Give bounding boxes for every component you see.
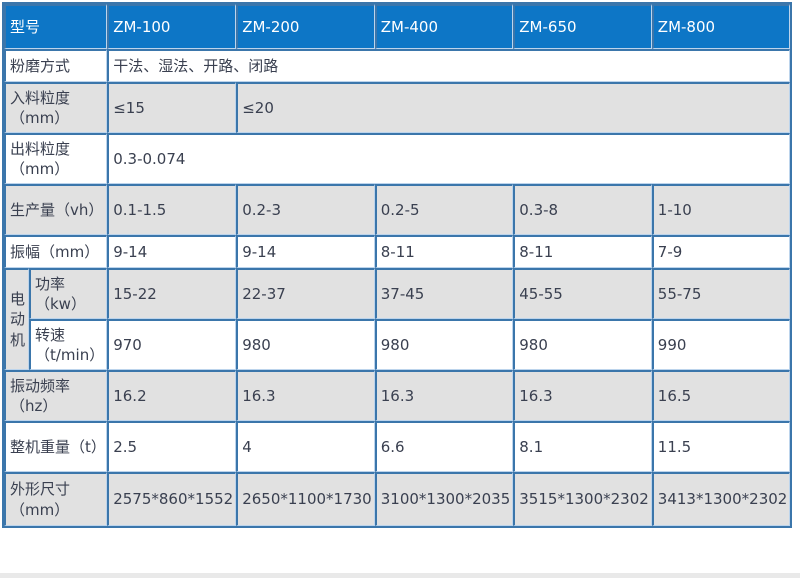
row-label: 振幅（mm） — [4, 235, 108, 268]
value-cell: 0.2-3 — [236, 184, 375, 235]
value-cell: 3413*1300*2302 — [651, 472, 791, 526]
value-cell: 970 — [107, 319, 237, 370]
value-cell: 45-55 — [513, 268, 652, 319]
value-cell: 980 — [236, 319, 375, 370]
value-cell: 16.2 — [107, 370, 237, 421]
value-cell: 0.2-5 — [374, 184, 514, 235]
value-cell: 16.5 — [651, 370, 791, 421]
motor-speed-row: 转速（t/min） 970 980 980 980 990 — [4, 319, 791, 370]
value-cell: 8.1 — [513, 421, 652, 472]
value-cell: 11.5 — [651, 421, 791, 472]
value-cell: 3515*1300*2302 — [513, 472, 652, 526]
value-cell: 16.3 — [236, 370, 375, 421]
model-header-zm200: ZM-200 — [236, 4, 375, 49]
value-cell: 55-75 — [651, 268, 791, 319]
value-cell: 0.3-8 — [513, 184, 652, 235]
row-label: 整机重量（t） — [4, 421, 108, 472]
value-cell: 16.3 — [374, 370, 514, 421]
total-weight-row: 整机重量（t） 2.5 4 6.6 8.1 11.5 — [4, 421, 791, 472]
value-cell: 2.5 — [107, 421, 237, 472]
value-cell: 1-10 — [651, 184, 791, 235]
amplitude-row: 振幅（mm） 9-14 9-14 8-11 8-11 7-9 — [4, 235, 791, 268]
row-label: 转速（t/min） — [29, 319, 108, 370]
value-cell: ≤15 — [107, 82, 237, 133]
value-cell: 6.6 — [374, 421, 514, 472]
value-cell: 15-22 — [107, 268, 237, 319]
header-row: 型号 ZM-100 ZM-200 ZM-400 ZM-650 ZM-800 — [4, 4, 791, 49]
value-cell: 0.3-0.074 — [107, 133, 791, 184]
motor-group-label: 电动机 — [4, 268, 29, 370]
value-cell: 8-11 — [374, 235, 514, 268]
page-bottom-strip — [0, 573, 800, 578]
row-label: 出料粒度（mm） — [4, 133, 108, 184]
value-cell: 8-11 — [513, 235, 652, 268]
dimensions-row: 外形尺寸（mm） 2575*860*1552 2650*1100*1730 31… — [4, 472, 791, 526]
value-cell: 7-9 — [651, 235, 791, 268]
value-cell: 4 — [236, 421, 375, 472]
row-label: 入料粒度（mm） — [4, 82, 108, 133]
value-cell: 16.3 — [513, 370, 652, 421]
model-header-zm400: ZM-400 — [374, 4, 514, 49]
output-size-row: 出料粒度（mm） 0.3-0.074 — [4, 133, 791, 184]
model-header-zm800: ZM-800 — [651, 4, 791, 49]
feed-size-row: 入料粒度（mm） ≤15 ≤20 — [4, 82, 791, 133]
value-cell: 9-14 — [236, 235, 375, 268]
grinding-method-row: 粉磨方式 干法、湿法、开路、闭路 — [4, 49, 791, 82]
value-cell: 37-45 — [374, 268, 514, 319]
value-cell: 2575*860*1552 — [107, 472, 237, 526]
value-cell: 990 — [651, 319, 791, 370]
row-label: 振动频率（hz） — [4, 370, 108, 421]
value-cell: ≤20 — [236, 82, 791, 133]
value-cell: 2650*1100*1730 — [236, 472, 375, 526]
capacity-row: 生产量（vh） 0.1-1.5 0.2-3 0.2-5 0.3-8 1-10 — [4, 184, 791, 235]
machine-spec-table: 型号 ZM-100 ZM-200 ZM-400 ZM-650 ZM-800 粉磨… — [2, 2, 793, 528]
value-cell: 980 — [513, 319, 652, 370]
motor-power-row: 电动机 功率（kw） 15-22 22-37 37-45 45-55 55-75 — [4, 268, 791, 370]
model-corner-header: 型号 — [4, 4, 108, 49]
row-label: 粉磨方式 — [4, 49, 108, 82]
vibration-frequency-row: 振动频率（hz） 16.2 16.3 16.3 16.3 16.5 — [4, 370, 791, 421]
row-label: 功率（kw） — [29, 268, 108, 319]
row-label: 生产量（vh） — [4, 184, 108, 235]
model-header-zm650: ZM-650 — [513, 4, 652, 49]
model-header-zm100: ZM-100 — [107, 4, 237, 49]
value-cell: 980 — [374, 319, 514, 370]
value-cell: 干法、湿法、开路、闭路 — [107, 49, 791, 82]
row-label: 外形尺寸（mm） — [4, 472, 108, 526]
value-cell: 9-14 — [107, 235, 237, 268]
value-cell: 3100*1300*2035 — [374, 472, 514, 526]
value-cell: 22-37 — [236, 268, 375, 319]
value-cell: 0.1-1.5 — [107, 184, 237, 235]
